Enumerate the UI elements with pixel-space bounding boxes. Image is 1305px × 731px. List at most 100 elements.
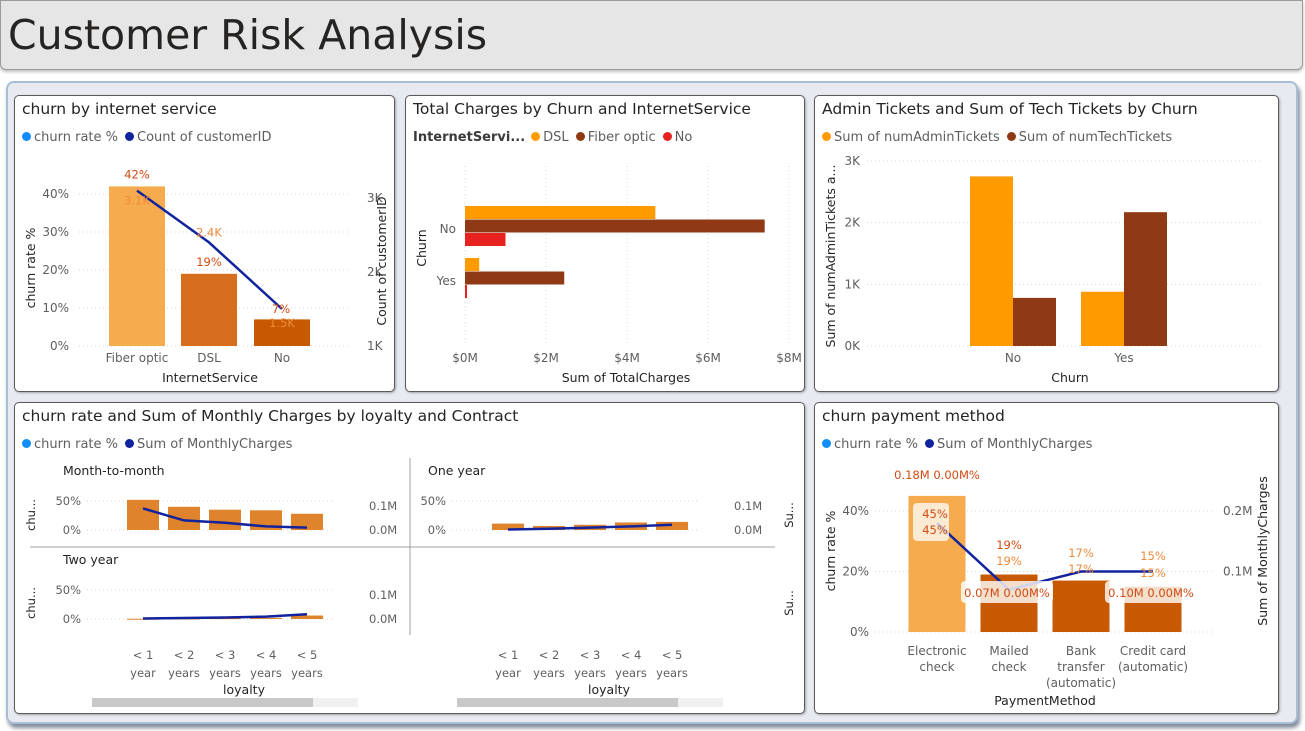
bar <box>209 509 241 530</box>
legend-item-dsl[interactable]: DSL <box>531 130 569 145</box>
y2-axis-label: Su... <box>782 590 796 616</box>
legend-label: Sum of MonthlyCharges <box>937 437 1093 452</box>
bar <box>127 618 159 620</box>
x-tick-label: $0M <box>452 351 478 365</box>
x-axis-label: loyalty <box>588 682 631 697</box>
x-tick-label: $6M <box>695 351 721 365</box>
bar <box>109 186 165 346</box>
legend-label: DSL <box>543 130 569 145</box>
legend-item-fiber[interactable]: Fiber optic <box>575 130 656 145</box>
legend-dot-icon <box>925 439 935 448</box>
y-tick-label: 0% <box>50 339 69 353</box>
x-tick-label: < 1 <box>498 648 519 662</box>
chart-total-charges-by-churn[interactable]: Total Charges by Churn and InternetServi… <box>405 95 805 392</box>
bar <box>1013 297 1056 346</box>
chart-churn-payment-method[interactable]: churn payment method churn rate % Sum of … <box>814 402 1279 714</box>
data-label: 7% <box>272 302 290 316</box>
legend-item-no[interactable]: No <box>662 130 692 145</box>
y2-tick-label: 3K <box>367 191 384 205</box>
y-tick-label: 40% <box>842 504 869 518</box>
x-axis-label: loyalty <box>223 682 266 697</box>
legend-label: Sum of numTechTickets <box>1018 130 1173 145</box>
line-series <box>136 189 283 310</box>
data-label: 1.5K <box>269 316 295 330</box>
x-tick-label: transfer <box>1057 660 1104 674</box>
legend-item-churn-rate[interactable]: churn rate % <box>22 130 118 145</box>
bar <box>465 219 765 233</box>
chart-admin-tech-tickets[interactable]: Admin Tickets and Sum of Tech Tickets by… <box>814 95 1279 392</box>
legend-item-churn-rate[interactable]: churn rate % <box>822 437 918 452</box>
panel-title: One year <box>428 463 486 478</box>
panel-title: Two year <box>62 552 119 567</box>
y-tick-label: 2K <box>844 216 861 230</box>
x-axis-label: Sum of TotalCharges <box>562 370 691 385</box>
x-axis-label: InternetService <box>162 370 258 385</box>
y-tick-label: 20% <box>42 263 69 277</box>
legend-item-count[interactable]: Count of customerID <box>125 130 271 145</box>
y-tick-label: 50% <box>55 494 81 508</box>
x-tick-label: < 5 <box>662 648 683 662</box>
bar <box>465 206 656 219</box>
legend-item-tech-tickets[interactable]: Sum of numTechTickets <box>1006 130 1173 145</box>
bar <box>291 615 323 619</box>
y-tick-label: 40% <box>42 187 69 201</box>
data-label: 15% <box>1140 549 1166 563</box>
bar <box>465 271 565 285</box>
line-series <box>142 507 308 529</box>
line-series <box>936 522 1153 592</box>
data-label: 19% <box>196 255 222 269</box>
legend-label: Count of customerID <box>137 130 272 145</box>
x-axis-label: Churn <box>1051 370 1088 385</box>
chart-churn-by-internet-service[interactable]: churn by internet service churn rate % Co… <box>14 95 395 392</box>
y2-tick-label: 0.1M <box>1223 565 1252 579</box>
x-tick-label: (automatic) <box>1046 676 1116 690</box>
data-label: 19% <box>996 538 1022 552</box>
y-tick-label: 3K <box>844 154 861 168</box>
bar <box>1124 212 1167 346</box>
x-tick-label: years <box>250 666 282 680</box>
chart-loyalty-contract[interactable]: churn rate and Sum of Monthly Charges by… <box>14 402 805 714</box>
y2-axis-label: Count of customerID <box>374 196 389 325</box>
data-label: 2.4K <box>196 225 222 239</box>
legend-item-monthly-charges[interactable]: Sum of MonthlyCharges <box>125 437 292 452</box>
legend-item-churn-rate[interactable]: churn rate % <box>22 437 118 452</box>
y2-axis-label: Sum of MonthlyCharges <box>1255 476 1270 625</box>
x-tick-label: < 4 <box>256 648 277 662</box>
data-label: 0.07M 0.00M% <box>964 586 1050 600</box>
data-label: 42% <box>124 167 150 181</box>
y-axis-label: churn rate % <box>823 510 838 591</box>
bar <box>254 319 310 346</box>
y2-tick-label: 0.0M <box>734 523 762 537</box>
legend-item-monthly-charges[interactable]: Sum of MonthlyCharges <box>925 437 1092 452</box>
y-axis-label: chu... <box>24 587 38 619</box>
x-tick-label: Electronic <box>907 644 966 658</box>
legend-dot-icon <box>125 439 135 448</box>
y-tick-label: 0K <box>844 339 861 353</box>
legend-dot-icon <box>22 439 31 448</box>
chart-title: churn rate and Sum of Monthly Charges by… <box>22 407 519 425</box>
x-tick-label: years <box>574 666 606 680</box>
x-tick-label: $4M <box>614 351 640 365</box>
bar <box>181 273 237 346</box>
x-tick-label: < 3 <box>580 648 601 662</box>
data-label: 45% <box>922 507 948 521</box>
data-label-box <box>913 503 949 541</box>
x-tick-label: Bank <box>1066 644 1096 658</box>
page-header: Customer Risk Analysis <box>0 0 1303 70</box>
chart-title: churn by internet service <box>22 100 217 118</box>
bar <box>168 506 200 530</box>
x-tick-label: $2M <box>533 351 559 365</box>
y2-tick-label: 0.0M <box>369 612 397 626</box>
x-tick-label: < 5 <box>297 648 318 662</box>
legend-item-admin-tickets[interactable]: Sum of numAdminTickets <box>822 130 1000 145</box>
chart-legend: churn rate % Sum of MonthlyCharges <box>822 437 1099 452</box>
y-tick-label: No <box>440 222 456 236</box>
data-label: 45% <box>922 523 948 537</box>
chart-legend: churn rate % Sum of MonthlyCharges <box>22 437 299 452</box>
y-axis-label: churn rate % <box>23 227 38 308</box>
page-title: Customer Risk Analysis <box>8 11 488 59</box>
x-tick-label: years <box>656 666 688 680</box>
x-tick-label: Fiber optic <box>106 351 169 365</box>
bar <box>465 258 480 271</box>
x-tick-label: years <box>615 666 647 680</box>
